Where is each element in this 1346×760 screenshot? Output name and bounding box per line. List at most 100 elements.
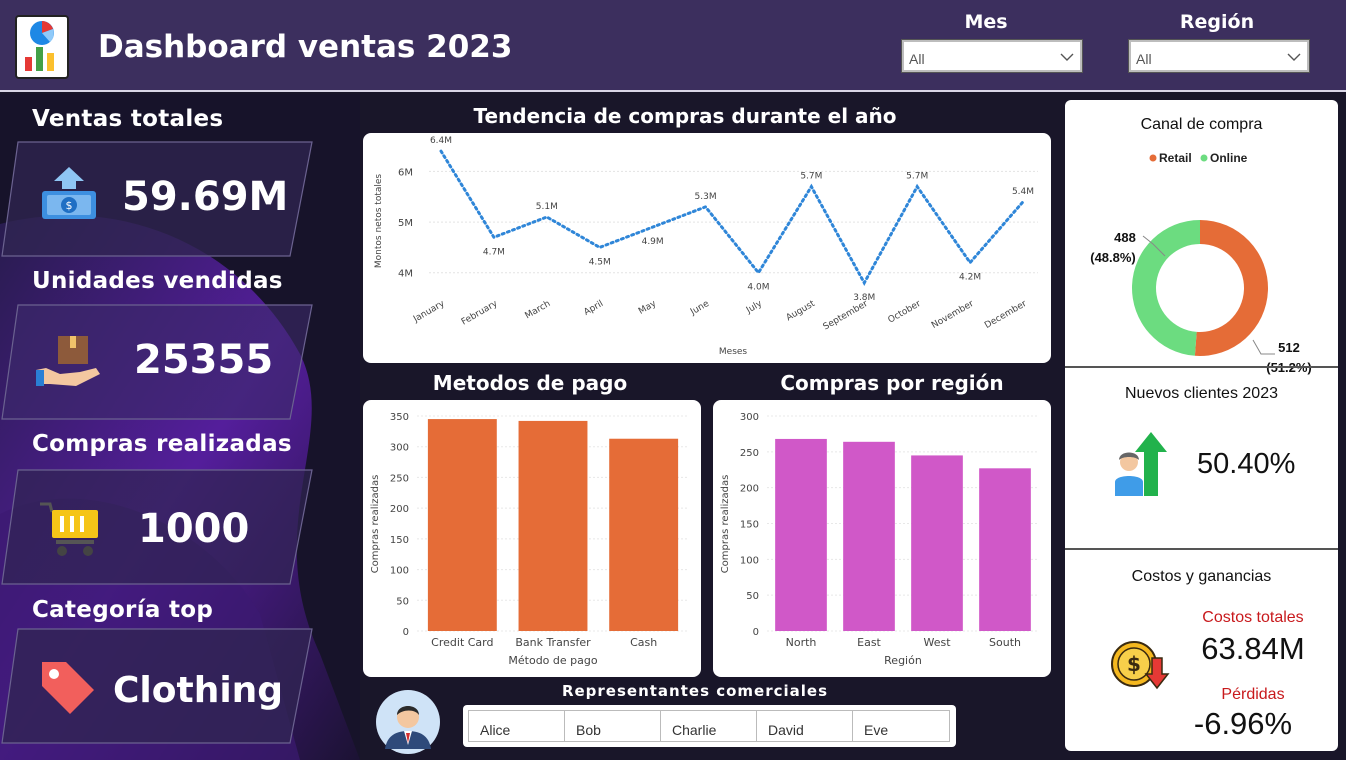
divider	[1065, 366, 1338, 368]
kpi-value-categoria: Clothing	[113, 670, 284, 711]
filter-label-mes: Mes	[964, 11, 1008, 33]
x-tick-label: South	[989, 636, 1021, 649]
region-bar-chart: 0 50 100 150 200 250 300 North East West South Regi…	[720, 412, 1039, 667]
x-tick-label: September	[822, 299, 870, 333]
rep-cell-bob[interactable]: Bob	[565, 711, 661, 741]
chevron-down-icon	[1060, 49, 1074, 67]
y-tick-label: 4M	[398, 269, 413, 280]
data-label-count: 488	[1114, 230, 1136, 245]
chevron-down-icon	[1287, 49, 1301, 67]
y-tick-label: 0	[403, 627, 409, 638]
x-tick-label: Cash	[630, 636, 657, 649]
y-tick-label: 150	[740, 520, 759, 531]
reps-table: Alice Bob Charlie David Eve	[463, 705, 956, 747]
x-tick-label: January	[411, 299, 447, 326]
y-tick-label: 350	[390, 412, 409, 423]
region-chart-panel: 0 50 100 150 200 250 300 North East West South Regi…	[713, 400, 1051, 677]
rep-cell-david[interactable]: David	[757, 711, 853, 741]
package-hand-icon	[36, 334, 102, 395]
leader-line	[1252, 339, 1275, 355]
y-tick-label: 300	[390, 443, 409, 454]
money-loss-icon: $	[1110, 638, 1172, 697]
x-axis-label: Meses	[719, 347, 748, 357]
donut-slice-online	[1132, 220, 1200, 356]
sales-rep-avatar-icon	[375, 689, 441, 760]
y-axis-label: Montos netos totales	[374, 174, 384, 269]
filter-select-mes[interactable]: All	[901, 39, 1083, 73]
region-chart-title: Compras por región	[780, 371, 1004, 395]
money-icon: $	[38, 165, 100, 228]
leader-line	[1142, 235, 1166, 257]
data-label: 5.1M	[536, 202, 558, 212]
trend-chart-title: Tendencia de compras durante el año	[473, 104, 897, 128]
legend-marker	[1149, 154, 1157, 162]
region-bar	[843, 441, 895, 631]
kpi-card-categoria	[1, 628, 313, 744]
page-title: Dashboard ventas 2023	[98, 29, 513, 65]
payment-bar-chart: 0 50 100 150 200 250 300 350 Credit Card Bank Tra…	[370, 412, 689, 667]
y-tick-label: 6M	[398, 167, 413, 178]
x-tick-label: October	[886, 299, 922, 326]
svg-text:$: $	[1127, 652, 1141, 676]
header: Dashboard ventas 2023 Mes All Región All	[0, 0, 1346, 92]
dashboard-logo-icon	[15, 15, 69, 79]
x-tick-label: May	[637, 299, 659, 317]
clientes-value: 50.40%	[1197, 448, 1296, 480]
perdidas-value: -6.96%	[1193, 706, 1293, 741]
svg-text:$: $	[66, 199, 73, 212]
x-tick-label: July	[744, 299, 764, 317]
kpi-value-ventas: 59.69M	[122, 174, 289, 220]
data-label: 5.3M	[695, 192, 717, 202]
filter-label-region: Región	[1179, 11, 1255, 33]
kpi-label-ventas: Ventas totales	[32, 106, 224, 132]
costos-title: Costos y ganancias	[1131, 568, 1272, 585]
data-label: 5.4M	[1012, 187, 1034, 197]
x-tick-label: November	[930, 299, 976, 331]
payment-bar	[427, 419, 497, 631]
x-tick-label: Credit Card	[431, 636, 493, 649]
y-tick-label: 200	[740, 484, 759, 495]
region-bar	[911, 455, 963, 631]
data-label-count: 512	[1278, 340, 1300, 355]
x-tick-label: March	[524, 299, 553, 321]
data-label: 6.4M	[430, 136, 452, 146]
kpi-card-unidades	[1, 304, 313, 420]
costos-value: 63.84M	[1201, 631, 1305, 666]
data-label: 4.7M	[483, 247, 505, 257]
y-tick-label: 100	[390, 566, 409, 577]
customer-growth-icon	[1113, 430, 1173, 505]
price-tag-icon	[38, 658, 96, 721]
legend-label: Online	[1210, 151, 1248, 165]
region-bar	[979, 468, 1031, 631]
right-column-panel: Canal de compra RetailOnline512(51.2%)48…	[1065, 100, 1338, 751]
rep-cell-eve[interactable]: Eve	[864, 722, 889, 738]
data-label: 5.7M	[906, 172, 928, 182]
y-axis-label: Compras realizadas	[720, 475, 731, 574]
kpi-card-compras	[1, 469, 313, 585]
filter-select-region[interactable]: All	[1128, 39, 1310, 73]
kpi-value-unidades: 25355	[134, 337, 274, 383]
y-tick-label: 5M	[398, 218, 413, 229]
payment-chart-title: Metodos de pago	[432, 371, 628, 395]
region-bar	[775, 438, 827, 631]
reps-title: Representantes comerciales	[561, 682, 829, 700]
y-tick-label: 50	[746, 591, 759, 602]
data-label: 4.2M	[959, 273, 981, 283]
shopping-cart-icon	[38, 498, 100, 563]
clientes-title: Nuevos clientes 2023	[1125, 385, 1278, 402]
data-label: 4.9M	[642, 237, 664, 247]
kpi-value-compras: 1000	[138, 506, 250, 552]
canal-title: Canal de compra	[1140, 116, 1263, 133]
x-tick-label: West	[923, 636, 951, 649]
divider	[1065, 548, 1338, 550]
x-tick-label: East	[857, 636, 881, 649]
x-tick-label: December	[983, 299, 1029, 331]
y-tick-label: 250	[740, 448, 759, 459]
kpi-label-unidades: Unidades vendidas	[32, 268, 283, 294]
x-tick-label: August	[785, 299, 818, 324]
rep-cell-charlie[interactable]: Charlie	[661, 711, 757, 741]
x-tick-label: Bank Transfer	[515, 636, 591, 649]
payment-bar	[609, 438, 679, 631]
rep-cell-alice[interactable]: Alice	[469, 711, 565, 741]
